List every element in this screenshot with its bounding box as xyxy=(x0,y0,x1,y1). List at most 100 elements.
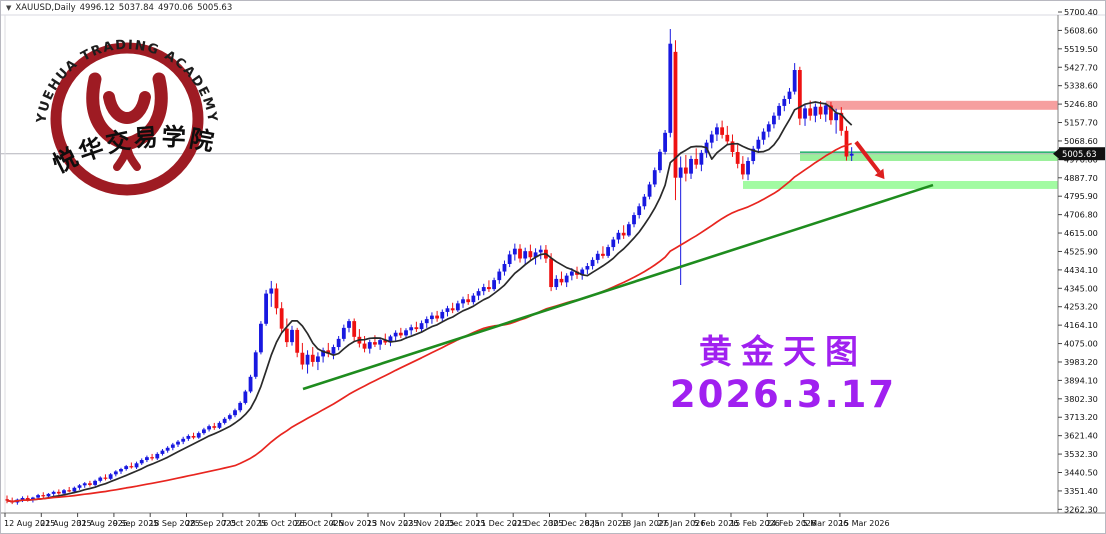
candle xyxy=(756,139,761,149)
candle xyxy=(202,429,206,434)
candle xyxy=(398,332,403,336)
candle xyxy=(808,108,813,116)
x-axis-label: 11 Dec 2025 xyxy=(476,519,527,528)
y-axis-label: 4706.80 xyxy=(1064,210,1098,220)
symbol-dropdown-icon[interactable]: ▼ xyxy=(6,3,12,12)
candle xyxy=(238,402,243,411)
candle xyxy=(601,253,605,256)
x-axis-label: 21 Dec 2025 xyxy=(512,519,563,528)
x-axis-label: 5 Feb 2026 xyxy=(694,519,739,528)
candle xyxy=(388,336,393,343)
candle xyxy=(481,287,486,292)
y-axis-label: 4795.90 xyxy=(1064,191,1098,201)
y-axis-label: 5246.80 xyxy=(1064,99,1098,109)
price-tag xyxy=(1059,147,1105,161)
candle xyxy=(772,115,776,125)
candle xyxy=(528,251,533,258)
candle xyxy=(217,422,222,428)
candle xyxy=(284,328,289,343)
candle xyxy=(373,342,377,345)
candle xyxy=(813,106,818,116)
y-axis-label: 3621.40 xyxy=(1064,431,1098,441)
candle xyxy=(36,495,40,498)
candle xyxy=(492,280,497,290)
x-axis-label: 18 Jan 2026 xyxy=(621,519,669,528)
y-axis-label: 4345.00 xyxy=(1064,283,1098,293)
candle xyxy=(207,426,211,430)
y-axis-label: 3262.30 xyxy=(1064,504,1098,514)
candle xyxy=(88,483,92,485)
candle xyxy=(367,342,372,349)
y-axis-label: 3983.20 xyxy=(1064,357,1098,367)
x-axis-label: 7 Oct 2025 xyxy=(222,519,266,528)
candle xyxy=(435,315,440,319)
candle xyxy=(336,338,341,348)
candle xyxy=(658,151,662,171)
candle xyxy=(119,469,123,472)
candles-layer xyxy=(5,29,854,505)
candle xyxy=(98,477,103,481)
y-axis-label: 4887.70 xyxy=(1064,173,1098,183)
candle xyxy=(103,477,108,479)
candle xyxy=(170,444,175,448)
ohlc-low: 4970.06 xyxy=(157,3,194,13)
candle xyxy=(300,352,305,365)
candle xyxy=(455,303,460,311)
chart-symbol: XAUUSD,Daily xyxy=(15,3,76,13)
candle xyxy=(77,485,82,488)
candle xyxy=(56,491,61,494)
candle xyxy=(585,266,590,270)
candle xyxy=(533,252,538,258)
candle xyxy=(196,433,201,438)
candle xyxy=(424,319,429,324)
y-axis-label: 5157.70 xyxy=(1064,118,1098,128)
candle xyxy=(797,70,802,119)
candle xyxy=(751,148,756,161)
candle xyxy=(663,132,668,152)
candle xyxy=(419,323,424,330)
candle xyxy=(176,441,180,445)
support-zone-1 xyxy=(800,152,1058,161)
y-axis-label: 3894.10 xyxy=(1064,375,1098,385)
candle xyxy=(393,332,398,337)
candle xyxy=(155,453,160,459)
candle xyxy=(326,350,331,354)
candle xyxy=(642,196,647,207)
candle xyxy=(41,495,46,497)
candle xyxy=(507,254,512,265)
candle xyxy=(165,447,170,451)
ma-fast-line xyxy=(6,101,853,503)
candle xyxy=(746,160,750,175)
candle xyxy=(82,483,87,486)
candle xyxy=(839,112,844,131)
price-tag-notch xyxy=(1053,148,1059,159)
candle xyxy=(616,232,621,240)
y-axis-label: 4615.00 xyxy=(1064,228,1098,238)
candle xyxy=(145,457,149,461)
candle xyxy=(20,497,25,500)
x-axis-label: 23 Nov 2025 xyxy=(403,519,454,528)
y-axis-label: 5608.60 xyxy=(1064,25,1098,35)
x-axis-label: 4 Nov 2025 xyxy=(331,519,377,528)
candle xyxy=(46,493,51,497)
x-axis-label: 26 Oct 2025 xyxy=(294,519,343,528)
y-axis-label: 5068.60 xyxy=(1064,136,1098,146)
candle xyxy=(113,471,118,475)
candle xyxy=(518,248,522,259)
candle xyxy=(818,106,823,115)
candle xyxy=(414,327,419,330)
candle xyxy=(150,457,154,459)
candle xyxy=(341,327,346,339)
resistance-zone xyxy=(826,100,1058,110)
candle xyxy=(564,275,569,283)
candle xyxy=(186,435,191,439)
candle xyxy=(787,91,792,99)
candle xyxy=(668,43,673,133)
candle xyxy=(134,463,139,468)
candle xyxy=(321,350,326,357)
x-axis-label: 5 Mar 2026 xyxy=(803,519,849,528)
candle xyxy=(626,224,631,236)
candle xyxy=(253,352,258,377)
